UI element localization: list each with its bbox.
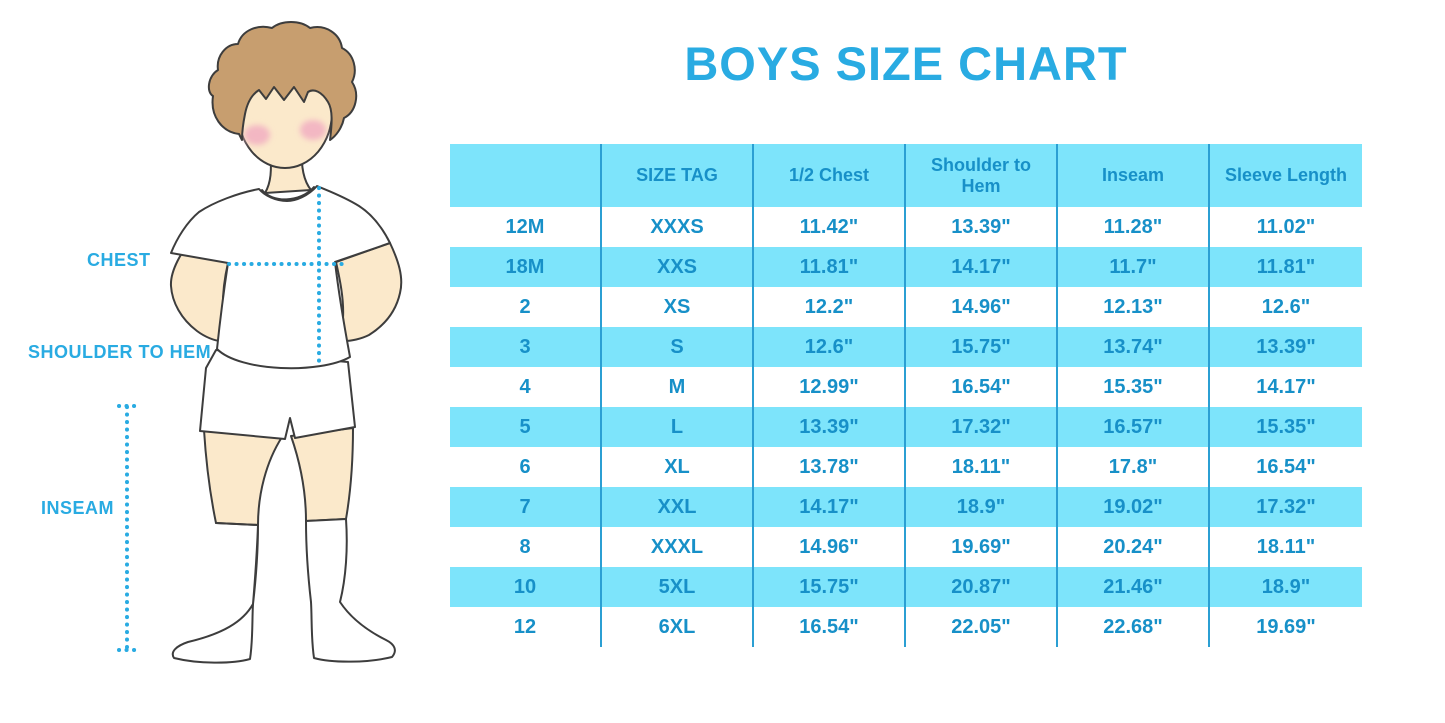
table-cell: L (602, 407, 754, 447)
table-cell: 15.75" (906, 327, 1058, 367)
table-cell: XS (602, 287, 754, 327)
table-cell: XXXS (602, 207, 754, 247)
table-cell: 18.9" (1210, 567, 1362, 607)
header-cell: SIZE TAG (602, 144, 754, 207)
table-cell: 12.6" (1261, 295, 1311, 318)
table-cell: 13.39" (754, 407, 906, 447)
table-cell: 16.54" (906, 367, 1058, 407)
table-cell: 13.78" (754, 447, 906, 487)
table-cell: 12.99" (754, 367, 906, 407)
boy-collar (261, 186, 315, 201)
table-cell: 12.6" (754, 327, 906, 367)
table-cell: 18M (450, 247, 602, 287)
table-cell: 11.81" (754, 247, 906, 287)
boy-shirt (170, 185, 391, 370)
boy-cheeks (244, 120, 326, 145)
boy-right-leg (290, 427, 354, 522)
table-cell: 15.35" (1210, 407, 1362, 447)
table-cell: 18.11" (906, 447, 1058, 487)
table-cell: 17.8" (1058, 447, 1210, 487)
header-cell: 1/2 Chest (754, 144, 906, 207)
table-cell: XXS (602, 247, 754, 287)
inseam-label: INSEAM (41, 498, 115, 518)
table-cell: 19.69" (1256, 615, 1316, 638)
table-cell: 11.02" (1256, 215, 1316, 238)
table-cell: XXL (602, 487, 754, 527)
table-cell: 17.32" (906, 407, 1058, 447)
table-cell: 16.54" (754, 607, 906, 647)
table-cell: 14.96" (906, 287, 1058, 327)
table-cell: S (602, 327, 754, 367)
table-cell: 11.42" (754, 207, 906, 247)
table-cell: 17.32" (1210, 487, 1362, 527)
table-cell: 22.68" (1058, 607, 1210, 647)
boy-right-arm (335, 242, 403, 342)
table-cell: 8 (450, 527, 602, 567)
size-table: SIZE TAG 1/2 Chest Shoulder to Hem Inseam Sl… (450, 144, 1362, 647)
table-cell: 19.69" (906, 527, 1058, 567)
boy-right-sock (305, 518, 396, 663)
table-cell: 14.17" (754, 487, 906, 527)
table-cell: 16.54" (1256, 455, 1316, 478)
table-cell: 13.39" (906, 207, 1058, 247)
table-cell: 11.81" (1210, 247, 1362, 287)
measurement-lines (117, 186, 344, 652)
table-cell: 19.02" (1058, 487, 1210, 527)
table-cell: 7 (450, 487, 602, 527)
boy-left-leg (203, 429, 283, 526)
table-cell: 5 (450, 407, 602, 447)
table-cell: XXXL (602, 527, 754, 567)
header-cell: Inseam (1058, 144, 1210, 207)
table-cell: 16.57" (1058, 407, 1210, 447)
header-cell: Shoulder to Hem (906, 144, 1058, 207)
page-title: BOYS SIZE CHART (684, 37, 1128, 90)
table-cell: 13.39" (1210, 327, 1362, 367)
table-cell: 12.13" (1058, 287, 1210, 327)
table-cell: 6XL (602, 607, 754, 647)
boy-hair (207, 21, 358, 141)
table-cell: 22.05" (906, 607, 1058, 647)
table-cell: 21.46" (1058, 567, 1210, 607)
table-cell: 15.75" (754, 567, 906, 607)
table-cell: 15.35" (1058, 367, 1210, 407)
table-cell: 14.17" (906, 247, 1058, 287)
table-cell: 6 (450, 447, 602, 487)
table-cell: 2 (450, 287, 602, 327)
table-cell: M (602, 367, 754, 407)
table-cell: 11.28" (1058, 207, 1210, 247)
boy-shorts (199, 349, 356, 440)
table-cell: 4 (450, 367, 602, 407)
table-cell: 13.74" (1058, 327, 1210, 367)
table-cell: 10 (450, 567, 602, 607)
table-cell: XL (602, 447, 754, 487)
table-cell: 3 (450, 327, 602, 367)
boy-illustration (117, 21, 403, 664)
table-cell: 12M (450, 207, 602, 247)
shoulder-to-hem-label: SHOULDER TO HEM (28, 342, 212, 362)
header-cell (450, 144, 602, 207)
table-cell: 11.7" (1058, 247, 1210, 287)
boy-left-sock (171, 522, 259, 664)
chest-label: CHEST (87, 250, 151, 270)
table-cell: 18.9" (906, 487, 1058, 527)
table-cell: 20.87" (906, 567, 1058, 607)
header-cell: Sleeve Length (1210, 144, 1362, 207)
table-cell: 12.2" (754, 287, 906, 327)
table-cell: 5XL (602, 567, 754, 607)
table-cell: 14.17" (1256, 375, 1316, 398)
table-cell: 14.96" (754, 527, 906, 567)
table-cell: 18.11" (1256, 535, 1316, 558)
table-cell: 20.24" (1058, 527, 1210, 567)
table-cell: 12 (450, 607, 602, 647)
